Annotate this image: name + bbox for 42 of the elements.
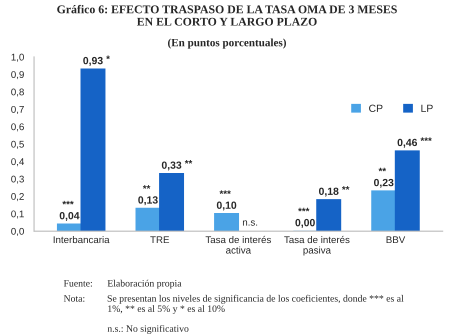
data-label: 0,23 (374, 178, 394, 188)
annotation: ** (184, 160, 192, 164)
x-tick-label: Interbancaria (54, 236, 110, 244)
text: n.s.: No significativo (108, 324, 188, 334)
y-tick-label: 0,5 (11, 140, 24, 149)
annotation: *** (220, 190, 231, 194)
x-tick-label: BBV (386, 236, 406, 244)
data-label: 0,13 (138, 196, 158, 206)
legend-label: LP (421, 104, 433, 112)
data-label: 0,46 (398, 138, 418, 148)
x-tick-label: Tasa de interés activa (206, 236, 271, 254)
annotation: ** (342, 186, 350, 190)
data-label: 0,04 (60, 212, 80, 221)
annotation: ** (142, 185, 150, 189)
y-tick-label: 1,0 (12, 54, 24, 62)
y-tick-label: 0,4 (11, 158, 24, 166)
data-label: 0,18 (318, 188, 339, 196)
annotation: * (106, 56, 110, 60)
annotation: *** (420, 137, 432, 141)
annotation: ** (378, 168, 386, 172)
data-label: 0,10 (216, 202, 236, 210)
annotation: n.s. (242, 220, 258, 226)
y-tick-label: 0,1 (11, 210, 24, 218)
y-tick-label: 0,7 (11, 106, 24, 114)
y-tick-label: 0,9 (11, 71, 24, 80)
y-tick-label: 0,0 (11, 228, 24, 236)
x-tick-label: Tasa de interés pasiva (284, 236, 350, 256)
data-label: 0,00 (295, 218, 315, 228)
x-tick-label: TRE (150, 236, 170, 244)
chart-title: Gráfico 6: EFECTO TRASPASO DE LA TASA OMA DE 3 MESES EN EL CORTO Y LARGO PLAZO (57, 4, 397, 26)
legend-label: CP (369, 104, 382, 112)
y-tick-label: 0,3 (11, 176, 24, 184)
data-label: 0,93 (83, 56, 103, 66)
y-tick-label: 0,2 (11, 193, 24, 202)
data-label: 0,33 (162, 161, 182, 170)
annotation: *** (298, 208, 310, 212)
annotation: *** (62, 200, 74, 204)
y-tick-label: 0,8 (11, 88, 24, 97)
chart-subtitle: (En puntos porcentuales) (168, 38, 286, 49)
source-note: Fuente: Elaboración propia (64, 280, 182, 289)
y-tick-label: 0,6 (11, 123, 24, 132)
text: Nota: Se presentan los niveles de significancia de los coeficientes, donde *** es al 1%, ** es al 5% y * es al 10% (64, 294, 404, 314)
